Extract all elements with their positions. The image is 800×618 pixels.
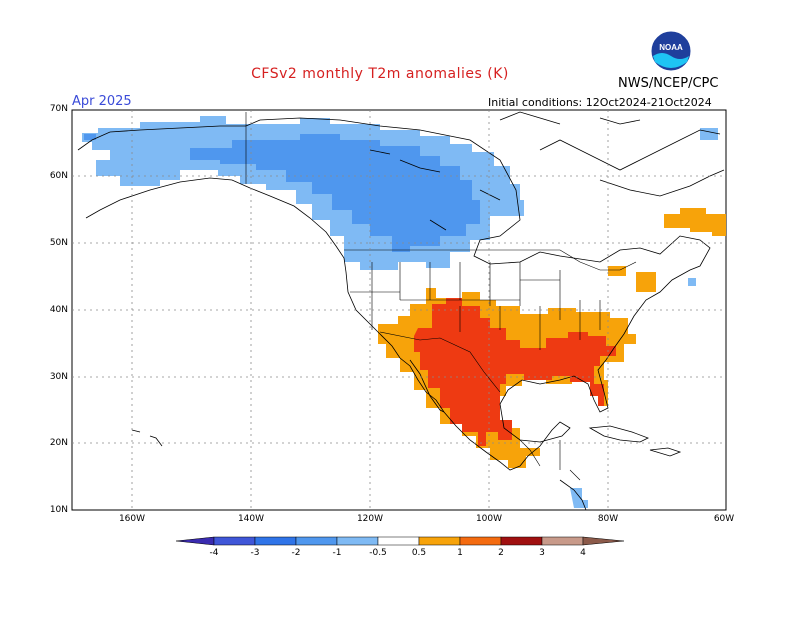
lon-label-80w: 80W bbox=[597, 514, 619, 524]
anomaly-cool-spot-ne bbox=[700, 128, 718, 140]
colorbar-label: 2 bbox=[498, 548, 504, 558]
lat-label-70n: 70N bbox=[49, 104, 68, 114]
map-title: CFSv2 monthly T2m anomalies (K) bbox=[251, 66, 509, 82]
anomaly-warm-mid bbox=[414, 298, 616, 446]
colorbar-label: -3 bbox=[250, 548, 260, 558]
lon-label-120w: 120W bbox=[356, 514, 384, 524]
coastlines bbox=[77, 111, 725, 511]
agency-label: NWS/NCEP/CPC bbox=[618, 76, 719, 91]
lat-label-10n: 10N bbox=[49, 505, 68, 515]
lon-label-160w: 160W bbox=[118, 514, 146, 524]
colorbar-label: 3 bbox=[539, 548, 545, 558]
anomaly-warm-east-canada bbox=[664, 208, 726, 236]
colorbar-lower-arrow bbox=[175, 536, 215, 546]
colorbar-label: 1 bbox=[457, 548, 463, 558]
valid-month: Apr 2025 bbox=[72, 94, 132, 109]
lat-label-30n: 30N bbox=[49, 372, 68, 382]
lat-label-40n: 40N bbox=[49, 305, 68, 315]
colorbar-label: -2 bbox=[291, 548, 301, 558]
colorbar-label: -4 bbox=[209, 548, 219, 558]
anomaly-cool-mid bbox=[190, 134, 480, 252]
svg-text:NOAA: NOAA bbox=[659, 43, 683, 52]
graticule bbox=[72, 110, 726, 510]
noaa-logo: NOAA bbox=[650, 30, 692, 72]
colorbar bbox=[175, 536, 625, 546]
lon-label-100w: 100W bbox=[475, 514, 503, 524]
colorbar-label: 0.5 bbox=[411, 548, 427, 558]
lat-label-60n: 60N bbox=[49, 171, 68, 181]
initial-conditions: Initial conditions: 12Oct2024-21Oct2024 bbox=[488, 96, 712, 109]
lon-label-140w: 140W bbox=[237, 514, 265, 524]
colorbar-label: -1 bbox=[332, 548, 342, 558]
anomaly-warm-ne2 bbox=[636, 272, 656, 292]
colorbar-label: 4 bbox=[580, 548, 586, 558]
lat-label-20n: 20N bbox=[49, 438, 68, 448]
lon-label-60w: 60W bbox=[713, 514, 735, 524]
anomaly-cool-spot-nf bbox=[688, 278, 696, 286]
anomaly-warm-gulf bbox=[586, 316, 606, 326]
borders bbox=[245, 112, 637, 481]
anomaly-cool-spot-ak bbox=[84, 134, 96, 140]
colorbar-label: -0.5 bbox=[369, 548, 387, 558]
lat-label-50n: 50N bbox=[49, 238, 68, 248]
anomaly-warm-ne bbox=[608, 266, 626, 276]
colorbar-upper-arrow bbox=[582, 536, 625, 546]
